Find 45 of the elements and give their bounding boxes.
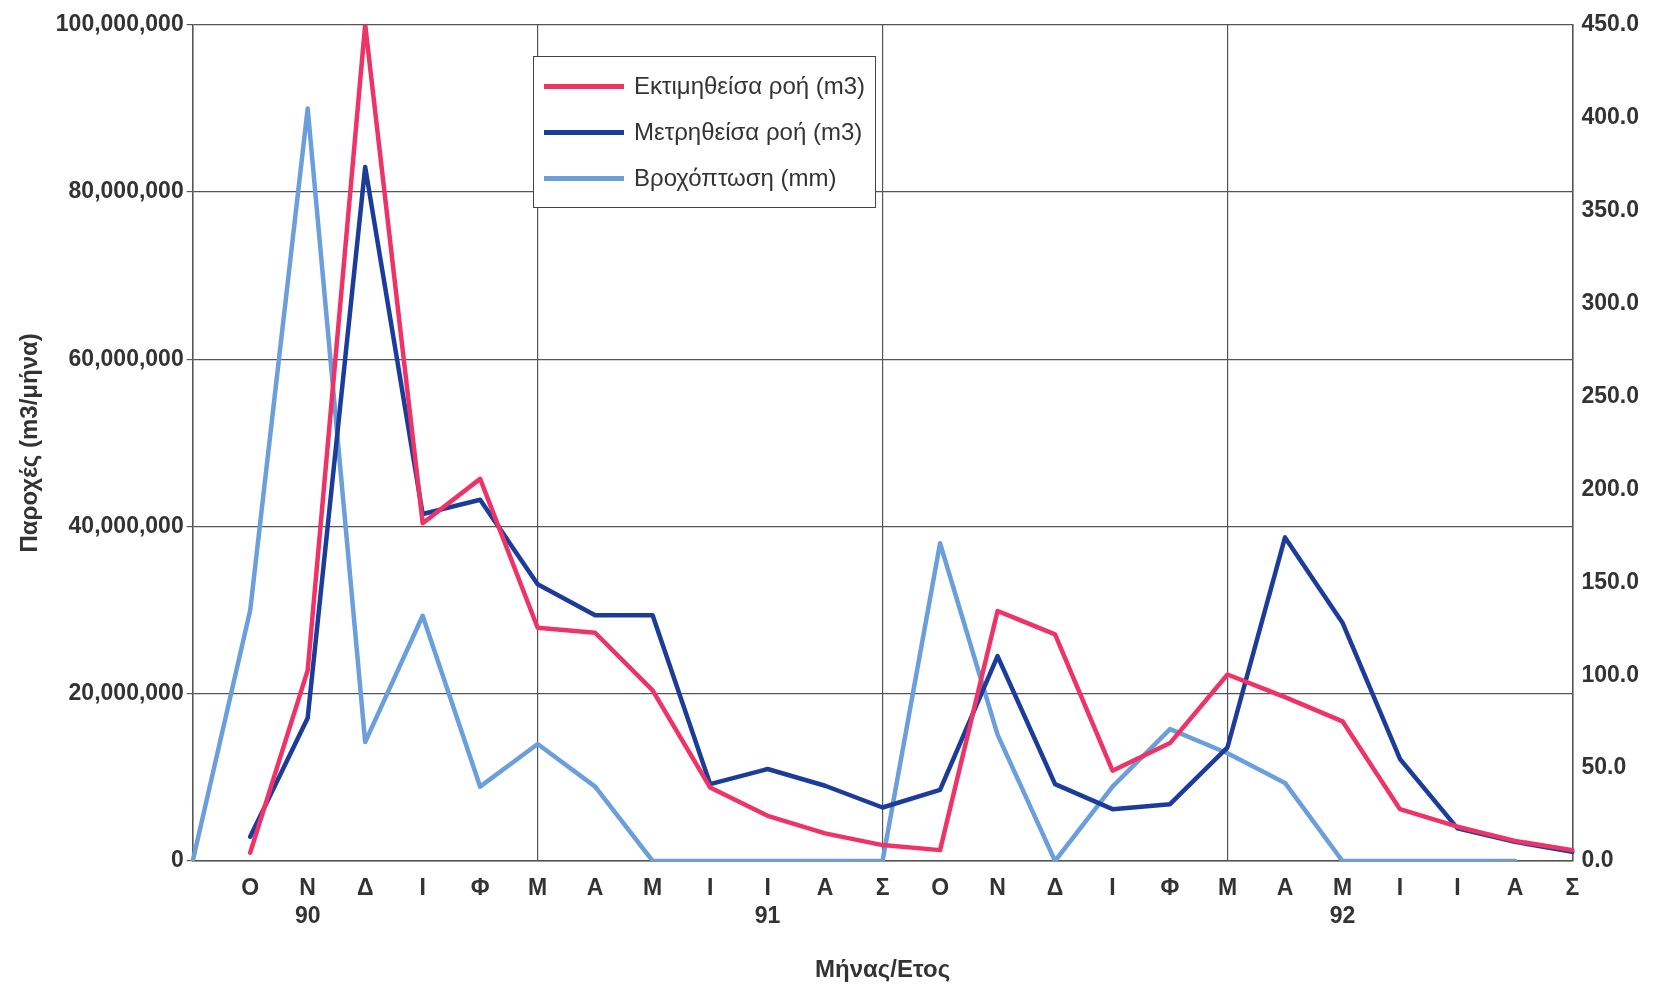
y-tick-label: 100,000,000	[55, 10, 184, 37]
y2-tick-label: 100.0	[1581, 660, 1640, 687]
x-tick-label: Α	[1276, 874, 1294, 901]
y2-tick-label: 200.0	[1581, 474, 1640, 501]
y-tick-label: 40,000,000	[68, 511, 184, 538]
x-tick-label: Μ	[643, 874, 663, 901]
x-tick-label: Α	[1506, 874, 1524, 901]
y-tick-label: 20,000,000	[68, 679, 184, 706]
y-tick-label: 60,000,000	[68, 344, 184, 371]
y-tick-label: 80,000,000	[68, 177, 184, 204]
x-axis-title: Μήνας/Ετος	[815, 955, 951, 983]
y2-tick-label: 300.0	[1581, 288, 1640, 315]
y2-tick-label: 450.0	[1581, 10, 1640, 37]
x-tick-label: Ι 91	[754, 874, 781, 928]
x-tick-label: Ν 90	[294, 874, 321, 928]
legend-label: Βροχόπτωση (mm)	[634, 164, 837, 192]
legend-label: Μετρηθείσα ροή (m3)	[634, 118, 863, 146]
y2-tick-label: 0.0	[1581, 846, 1614, 873]
x-tick-label: Ι	[1109, 874, 1116, 901]
y2-tick-label: 250.0	[1581, 381, 1640, 408]
x-tick-label: Ο	[241, 874, 260, 901]
y2-tick-label: 50.0	[1581, 753, 1627, 780]
x-tick-label: Ι	[1396, 874, 1404, 901]
x-tick-label: Α	[586, 874, 604, 901]
y-axis-title: Παροχές (m3/μήνα)	[15, 333, 43, 553]
y-tick-label: 0	[170, 846, 184, 873]
x-tick-label: Μ 92	[1329, 874, 1356, 928]
x-tick-label: Φ	[470, 874, 490, 901]
x-tick-label: Α	[816, 874, 834, 901]
x-tick-label: Σ	[875, 874, 890, 901]
x-tick-label: Ν	[989, 874, 1006, 901]
x-tick-label: Μ	[1217, 874, 1238, 901]
x-tick-label: Δ	[1046, 874, 1064, 901]
y2-tick-label: 150.0	[1581, 567, 1640, 594]
legend-label: Εκτιμηθείσα ροή (m3)	[634, 72, 866, 100]
y2-tick-label: 400.0	[1581, 103, 1640, 130]
x-tick-label: Δ	[356, 874, 374, 901]
x-tick-label: Ι	[1454, 874, 1461, 901]
x-tick-label: Ι	[706, 874, 714, 901]
y2-tick-label: 350.0	[1581, 195, 1640, 222]
x-tick-label: Ι	[419, 874, 426, 901]
x-tick-label: Φ	[1160, 874, 1180, 901]
x-tick-label: Ο	[931, 874, 950, 901]
x-tick-label: Σ	[1565, 874, 1580, 901]
x-tick-label: Μ	[528, 874, 548, 901]
